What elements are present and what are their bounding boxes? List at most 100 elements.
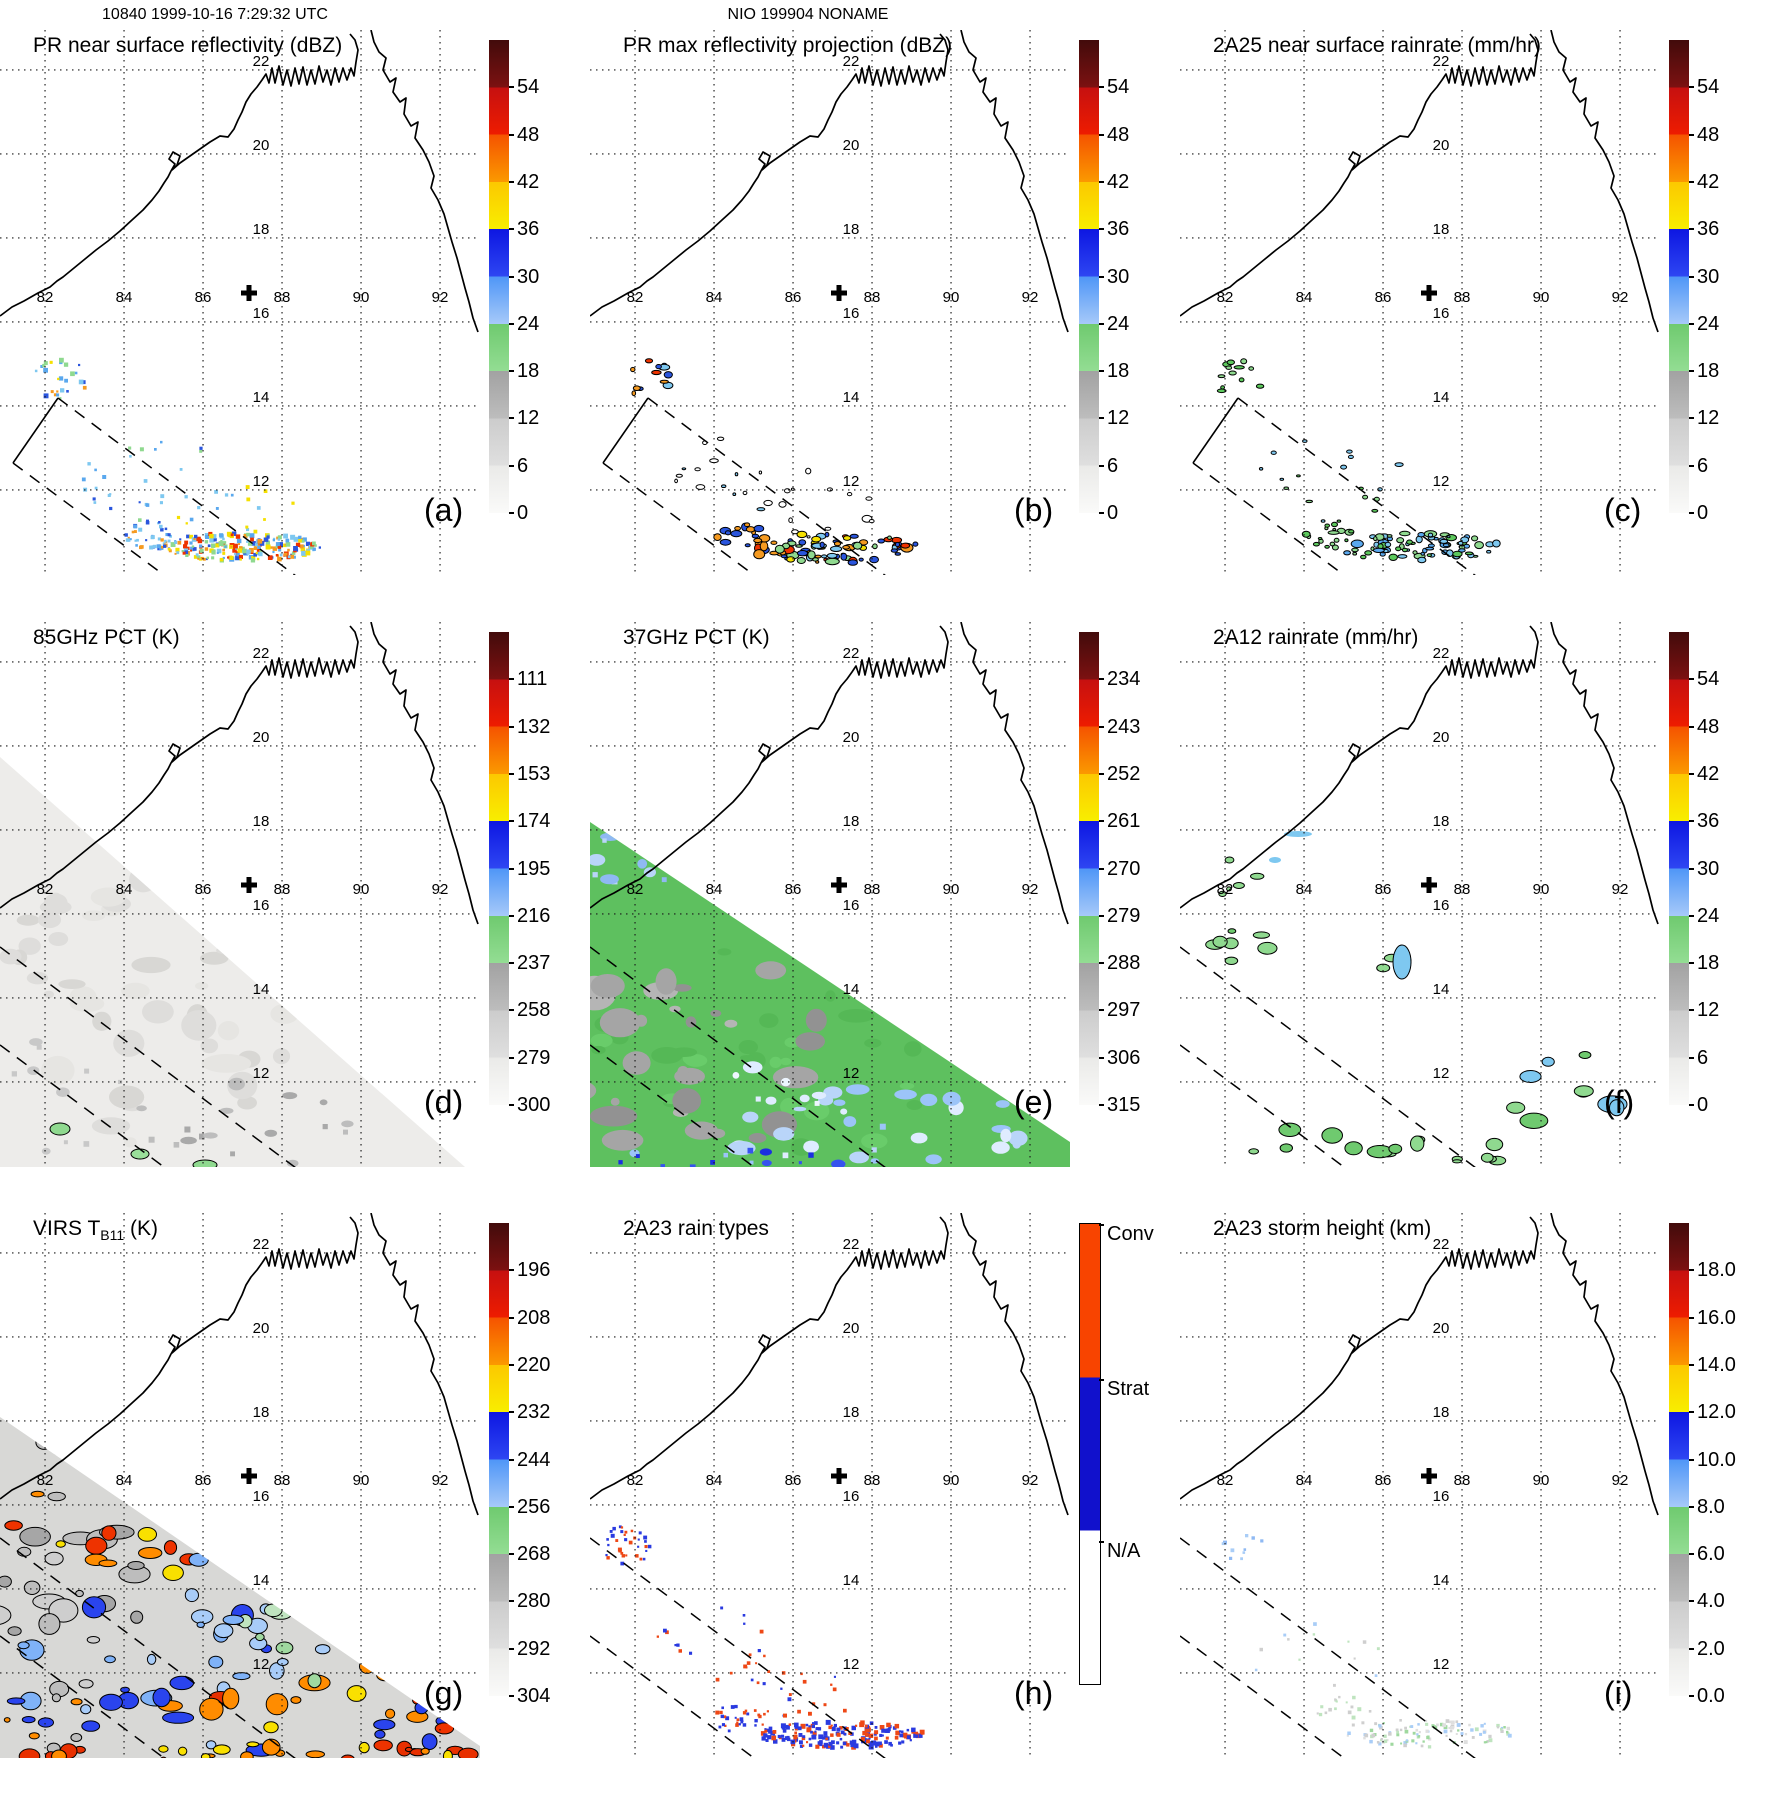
coastline — [589, 33, 949, 317]
colorbar-tick-label: 2.0 — [1697, 1637, 1725, 1660]
colorbar-tick-mark — [509, 725, 514, 728]
colorbar-tick-mark — [509, 1316, 514, 1319]
coastline-east — [960, 621, 1069, 925]
colorbar-tick-mark — [509, 678, 514, 681]
lon-label: 90 — [943, 881, 960, 898]
panel-e: 82 84 86 88 90 92 22 20 18 16 14 12 37GHz PCT (K) (… — [589, 621, 1180, 1212]
colorbar-tick-label: 252 — [1107, 762, 1141, 785]
lat-label: 14 — [1433, 1572, 1450, 1589]
coastline — [0, 33, 359, 317]
swath-edge-solid — [1192, 397, 1239, 464]
colorbar-tick-label: 220 — [517, 1353, 551, 1376]
colorbar-tick-label: 54 — [517, 76, 540, 99]
lat-label: 18 — [253, 221, 270, 238]
lon-label: 84 — [706, 289, 723, 306]
colorbar-tick-mark — [509, 322, 514, 325]
colorbar-tick-mark — [1099, 417, 1104, 420]
coastline-east — [960, 29, 1069, 333]
lon-label: 86 — [195, 289, 212, 306]
swath-fill — [0, 1417, 480, 1758]
lon-label: 86 — [1375, 1472, 1392, 1489]
lon-label: 92 — [1612, 289, 1629, 306]
colorbar-tick-label: 237 — [517, 952, 551, 975]
colorbar: 54 48 42 36 30 24 18 12 6 0 — [1669, 632, 1769, 1137]
swath-edge-dashed — [12, 462, 173, 582]
lat-label: 14 — [253, 981, 270, 998]
colorbar-tick-label: 306 — [1107, 1046, 1141, 1069]
lat-label: 20 — [843, 137, 860, 154]
lon-label: 82 — [627, 289, 644, 306]
colorbar-tick-mark — [509, 820, 514, 823]
colorbar-tick-mark — [1099, 275, 1104, 278]
lat-label: 22 — [1433, 1236, 1450, 1253]
panel-title: 2A23 rain types — [623, 1217, 769, 1243]
panel-title: 2A25 near surface rainrate (mm/hr) — [1213, 34, 1541, 60]
map-canvas: 82 84 86 88 90 92 22 20 18 16 14 12 — [589, 1212, 1070, 1765]
colorbar-tick-mark — [1689, 1647, 1694, 1650]
colorbar-gradient — [1669, 1223, 1689, 1696]
map-feature — [1269, 857, 1281, 863]
data-speckles — [1216, 358, 1501, 564]
colorbar-tick-label: 0 — [517, 502, 529, 524]
colorbar-tick-label: 36 — [1697, 810, 1720, 833]
lon-label: 90 — [1533, 289, 1550, 306]
storm-center-marker — [1421, 877, 1437, 893]
lon-label: 90 — [943, 1472, 960, 1489]
colorbar-tick-mark — [1099, 867, 1104, 870]
lon-label: 88 — [274, 881, 291, 898]
panel-title: PR near surface reflectivity (dBZ) — [33, 34, 342, 60]
panel-title-text: PR max reflectivity projection (dBZ) — [623, 34, 953, 57]
panel-letter: (i) — [1604, 1675, 1633, 1711]
colorbar-tick-mark — [1099, 1541, 1104, 1544]
panel-title-text: 2A12 rainrate (mm/hr) — [1213, 626, 1419, 649]
colorbar-tick-mark — [1689, 1600, 1694, 1603]
panel-title-text: 2A25 near surface rainrate (mm/hr) — [1213, 34, 1541, 57]
swath-edge-dashed — [1192, 462, 1353, 582]
coastline-east — [370, 1212, 479, 1516]
map-e: 82 84 86 88 90 92 22 20 18 16 14 12 — [589, 621, 1070, 1174]
colorbar-tick-mark — [509, 1553, 514, 1556]
colorbar-tick-label: 12.0 — [1697, 1401, 1736, 1424]
panel-title-suffix: (K) — [124, 1217, 158, 1240]
colorbar: 234 243 252 261 270 279 288 297 306 315 — [1079, 632, 1179, 1137]
data-speckles — [630, 358, 919, 566]
lat-label: 16 — [1433, 897, 1450, 914]
lon-label: 86 — [195, 1472, 212, 1489]
colorbar: Conv Strat N/A — [1079, 1223, 1179, 1728]
lat-label: 12 — [843, 1656, 860, 1673]
colorbar-tick-mark — [1099, 1224, 1104, 1227]
lat-label: 22 — [253, 53, 270, 70]
colorbar-tick-mark — [1099, 133, 1104, 136]
lon-label: 92 — [1022, 1472, 1039, 1489]
lon-label: 92 — [1022, 881, 1039, 898]
lon-label: 92 — [432, 1472, 449, 1489]
colorbar-tick-mark — [1099, 322, 1104, 325]
colorbar-tick-mark — [509, 1505, 514, 1508]
storm-center-marker — [241, 1468, 257, 1484]
colorbar-tick-label: 8.0 — [1697, 1495, 1725, 1518]
lat-label: 20 — [1433, 1320, 1450, 1337]
colorbar-tick-label: 244 — [517, 1448, 551, 1471]
colorbar-tick-mark — [1099, 1104, 1104, 1106]
storm-center-marker — [1421, 1468, 1437, 1484]
swath-edge-dashed — [647, 397, 891, 580]
map-canvas: 82 84 86 88 90 92 22 20 18 16 14 12 — [589, 29, 1070, 582]
lat-label: 16 — [843, 897, 860, 914]
colorbar-tick-label: 6 — [1697, 1046, 1709, 1069]
colorbar-tick-label: 30 — [517, 265, 540, 288]
panel-letter: (g) — [424, 1675, 464, 1711]
map-feature — [1392, 944, 1412, 980]
colorbar-tick-mark — [1689, 725, 1694, 728]
lat-label: 12 — [1433, 1656, 1450, 1673]
colorbar-tick-label: 12 — [1107, 407, 1130, 430]
coastline — [1179, 33, 1539, 317]
coastline-east — [370, 29, 479, 333]
colorbar-tick-label: 16.0 — [1697, 1306, 1736, 1329]
coastline-east — [1550, 1212, 1659, 1516]
colorbar-tick-label: 6 — [1107, 454, 1119, 477]
colorbar-tick-label: 18 — [1697, 360, 1720, 383]
map-a: 82 84 86 88 90 92 22 20 18 16 14 12 — [0, 29, 480, 582]
map-feature — [140, 845, 152, 853]
lon-label: 88 — [864, 881, 881, 898]
lon-label: 88 — [864, 289, 881, 306]
